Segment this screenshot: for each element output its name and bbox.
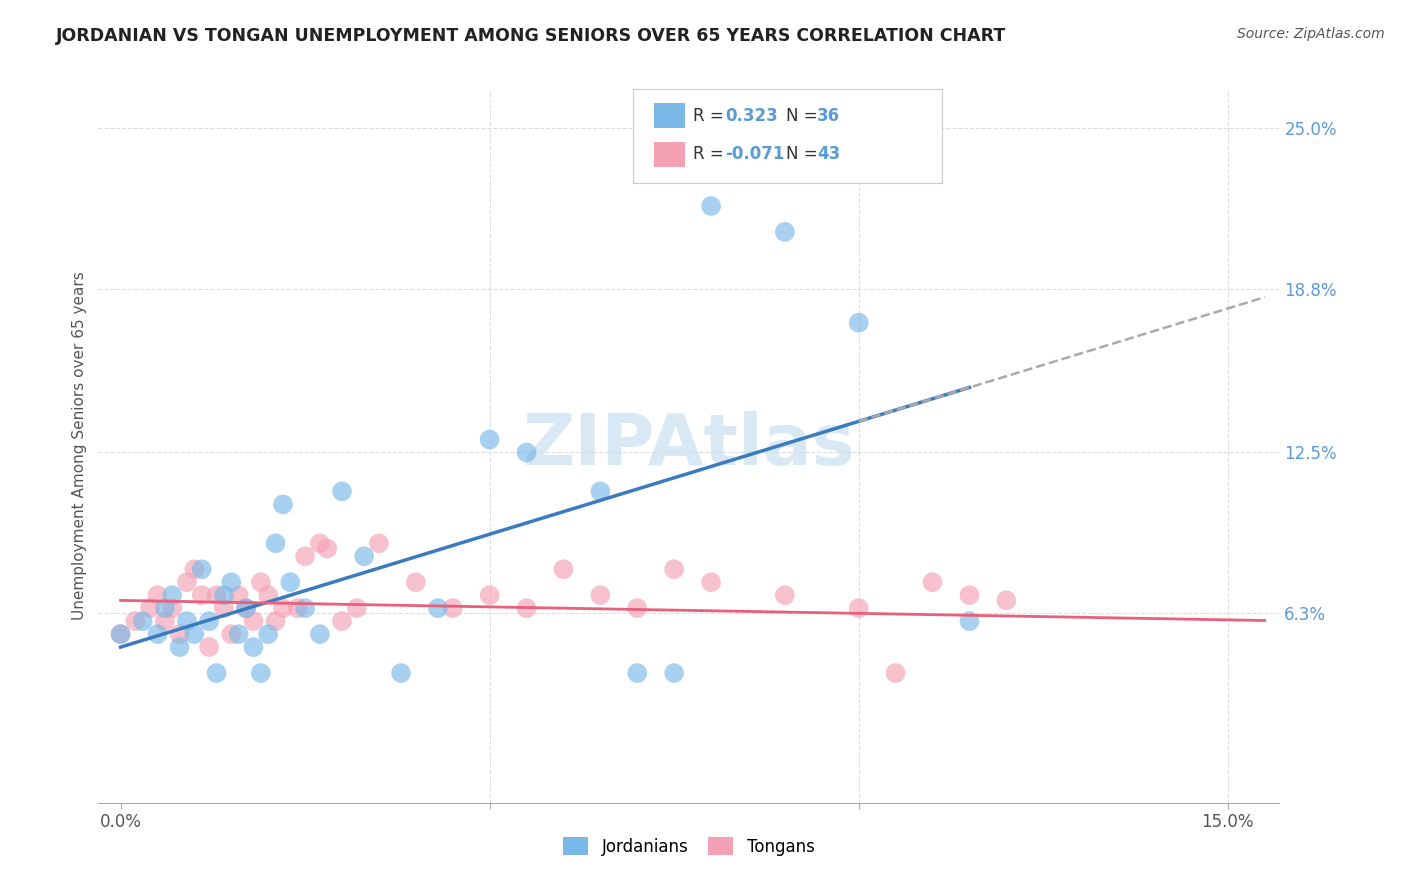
- Point: [162, 601, 183, 615]
- Point: [773, 588, 796, 602]
- Point: [169, 640, 191, 654]
- Point: [516, 601, 538, 615]
- Point: [228, 588, 250, 602]
- Text: -0.071: -0.071: [725, 145, 785, 163]
- Point: [294, 601, 316, 615]
- Point: [124, 614, 146, 628]
- Point: [389, 666, 412, 681]
- Point: [626, 601, 648, 615]
- Point: [235, 601, 257, 615]
- Point: [516, 445, 538, 459]
- Point: [316, 541, 339, 556]
- Point: [162, 588, 183, 602]
- Point: [257, 627, 280, 641]
- Text: R =: R =: [693, 107, 730, 125]
- Y-axis label: Unemployment Among Seniors over 65 years: Unemployment Among Seniors over 65 years: [72, 272, 87, 620]
- Point: [589, 588, 612, 602]
- Point: [353, 549, 375, 564]
- Point: [700, 575, 723, 590]
- Legend: Jordanians, Tongans: Jordanians, Tongans: [557, 830, 821, 863]
- Point: [110, 627, 132, 641]
- Point: [959, 614, 981, 628]
- Point: [309, 627, 332, 641]
- Point: [287, 601, 309, 615]
- Point: [294, 549, 316, 564]
- Point: [330, 614, 353, 628]
- Point: [169, 627, 191, 641]
- Point: [427, 601, 450, 615]
- Point: [205, 588, 228, 602]
- Point: [250, 575, 273, 590]
- Point: [198, 614, 221, 628]
- Point: [921, 575, 943, 590]
- Point: [146, 588, 169, 602]
- Point: [478, 588, 501, 602]
- Point: [346, 601, 368, 615]
- Point: [478, 433, 501, 447]
- Point: [235, 601, 257, 615]
- Text: ZIPAtlas: ZIPAtlas: [523, 411, 855, 481]
- Text: R =: R =: [693, 145, 730, 163]
- Point: [280, 575, 302, 590]
- Point: [848, 316, 870, 330]
- Point: [212, 601, 235, 615]
- Point: [242, 614, 264, 628]
- Point: [153, 614, 176, 628]
- Point: [242, 640, 264, 654]
- Point: [959, 588, 981, 602]
- Point: [309, 536, 332, 550]
- Point: [884, 666, 907, 681]
- Text: 43: 43: [817, 145, 841, 163]
- Point: [176, 575, 198, 590]
- Point: [330, 484, 353, 499]
- Text: 36: 36: [817, 107, 839, 125]
- Text: N =: N =: [786, 145, 823, 163]
- Point: [250, 666, 273, 681]
- Point: [191, 588, 214, 602]
- Point: [589, 484, 612, 499]
- Point: [257, 588, 280, 602]
- Point: [191, 562, 214, 576]
- Point: [271, 601, 294, 615]
- Point: [553, 562, 575, 576]
- Point: [110, 627, 132, 641]
- Point: [228, 627, 250, 641]
- Point: [139, 601, 162, 615]
- Point: [221, 575, 243, 590]
- Point: [664, 666, 686, 681]
- Text: N =: N =: [786, 107, 823, 125]
- Point: [153, 601, 176, 615]
- Point: [626, 666, 648, 681]
- Point: [773, 225, 796, 239]
- Point: [848, 601, 870, 615]
- Point: [700, 199, 723, 213]
- Point: [146, 627, 169, 641]
- Point: [132, 614, 155, 628]
- Point: [405, 575, 427, 590]
- Text: Source: ZipAtlas.com: Source: ZipAtlas.com: [1237, 27, 1385, 41]
- Point: [212, 588, 235, 602]
- Text: 0.323: 0.323: [725, 107, 779, 125]
- Point: [664, 562, 686, 576]
- Point: [205, 666, 228, 681]
- Text: JORDANIAN VS TONGAN UNEMPLOYMENT AMONG SENIORS OVER 65 YEARS CORRELATION CHART: JORDANIAN VS TONGAN UNEMPLOYMENT AMONG S…: [56, 27, 1007, 45]
- Point: [271, 497, 294, 511]
- Point: [441, 601, 464, 615]
- Point: [176, 614, 198, 628]
- Point: [368, 536, 391, 550]
- Point: [264, 536, 287, 550]
- Point: [198, 640, 221, 654]
- Point: [183, 562, 205, 576]
- Point: [221, 627, 243, 641]
- Point: [995, 593, 1018, 607]
- Point: [183, 627, 205, 641]
- Point: [264, 614, 287, 628]
